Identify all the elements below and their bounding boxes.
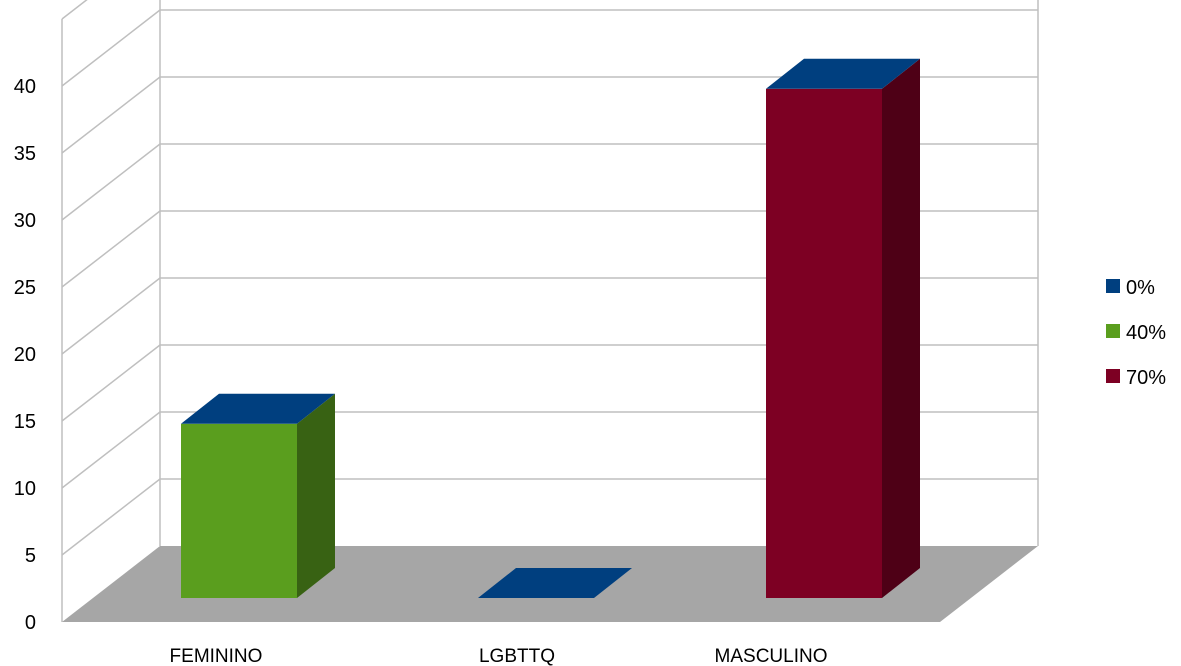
y-tick-label: 35: [14, 143, 36, 165]
bar-front-face: [181, 423, 297, 598]
y-tick-label: 30: [14, 210, 36, 232]
bar-top-face: [766, 58, 920, 89]
x-axis-labels: FEMININO LGBTTQ MASCULINO: [170, 646, 828, 666]
gridline-side: [61, 277, 161, 355]
gridline-side: [61, 210, 161, 288]
legend-label: 70%: [1126, 367, 1166, 389]
gridline-side: [61, 344, 161, 422]
y-tick-label: 20: [14, 344, 36, 366]
y-tick-label: 25: [14, 277, 36, 299]
y-tick-label: 15: [14, 411, 36, 433]
bar-front-face: [766, 88, 882, 599]
legend-label: 0%: [1126, 277, 1155, 299]
bar-top-face: [181, 393, 335, 424]
gridline-side: [61, 143, 161, 221]
chart-walls: [61, 0, 1039, 622]
side-wall-top-edge: [61, 0, 88, 20]
bar-feminino: [181, 393, 335, 598]
gridline-side: [61, 9, 161, 87]
y-tick-label: 40: [14, 76, 36, 98]
gridline-side: [61, 478, 161, 556]
legend-swatch: [1106, 324, 1120, 338]
bar-masculino: [766, 58, 920, 599]
y-tick-label: 10: [14, 478, 36, 500]
legend-label: 40%: [1126, 322, 1166, 344]
y-tick-label: 0: [25, 612, 36, 634]
bar-side-face: [882, 58, 920, 599]
x-tick-label: MASCULINO: [715, 646, 828, 666]
x-tick-label: LGBTTQ: [479, 646, 555, 666]
legend-item: 70%: [1106, 367, 1166, 389]
gridline-side: [61, 411, 161, 489]
legend-swatch: [1106, 279, 1120, 293]
bar-side-face: [297, 393, 335, 598]
legend-item: 0%: [1106, 277, 1155, 299]
y-axis-ticks: 0 5 10 15 20 25 30 35 40: [14, 76, 36, 634]
legend-swatch: [1106, 369, 1120, 383]
bar-lgbttq-zero-cap: [478, 568, 632, 598]
gridline-side: [61, 76, 161, 154]
x-tick-label: FEMININO: [170, 646, 263, 666]
y-tick-label: 5: [25, 545, 36, 567]
legend: 0% 40% 70%: [1106, 277, 1166, 389]
bars: [181, 58, 920, 599]
legend-item: 40%: [1106, 322, 1166, 344]
